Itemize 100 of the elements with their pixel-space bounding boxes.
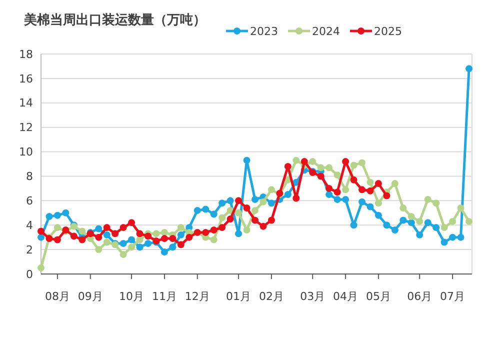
point <box>358 186 366 194</box>
point <box>466 65 472 72</box>
point <box>449 218 456 225</box>
x-tick-label: 01月 <box>226 290 252 303</box>
y-tick-label: 10 <box>19 146 33 159</box>
point <box>144 240 152 247</box>
point <box>342 186 350 194</box>
point <box>169 244 176 251</box>
point <box>54 236 61 244</box>
legend-label: 2024 <box>312 24 340 38</box>
point <box>235 209 242 216</box>
point <box>218 200 226 207</box>
y-tick-label: 4 <box>26 218 33 232</box>
point <box>424 196 432 203</box>
point <box>128 244 136 251</box>
point <box>38 234 44 241</box>
point <box>440 224 448 232</box>
point <box>136 230 144 238</box>
point <box>210 236 218 244</box>
point <box>78 228 86 235</box>
point <box>342 158 350 166</box>
point <box>350 162 358 169</box>
point <box>408 213 415 220</box>
point <box>268 216 275 224</box>
point <box>186 234 193 241</box>
point <box>334 196 341 203</box>
point <box>169 235 176 242</box>
point <box>268 200 275 207</box>
x-tick-label: 02月 <box>258 290 284 303</box>
point <box>38 264 44 272</box>
point <box>317 172 324 180</box>
x-tick-label: 10月 <box>119 290 144 303</box>
point <box>95 246 102 254</box>
y-tick-label: 14 <box>19 96 33 110</box>
point <box>432 200 440 207</box>
legend-label: 2025 <box>374 24 402 38</box>
point <box>400 204 407 212</box>
point <box>95 234 102 241</box>
point <box>252 216 258 224</box>
y-tick-label: 6 <box>26 194 33 208</box>
point <box>202 228 210 236</box>
point <box>160 248 168 256</box>
chart-title: 美棉当周出口装运数量（万吨） <box>23 12 206 28</box>
x-tick-label: 12月 <box>184 290 210 303</box>
point <box>177 224 184 232</box>
point <box>152 230 160 238</box>
point <box>260 222 267 230</box>
y-tick-label: 0 <box>26 268 33 281</box>
point <box>202 206 210 213</box>
point <box>358 159 366 166</box>
point <box>284 162 292 170</box>
point <box>243 226 250 234</box>
point <box>226 197 234 204</box>
point <box>383 192 390 200</box>
point <box>235 197 242 204</box>
point <box>226 216 234 222</box>
point <box>177 241 184 248</box>
point <box>128 236 136 244</box>
point <box>342 196 350 203</box>
point <box>128 219 136 226</box>
point <box>432 224 440 232</box>
point <box>292 156 300 164</box>
legend-label: 2023 <box>250 24 278 38</box>
y-tick-label: 8 <box>26 170 33 184</box>
x-tick-label: 03月 <box>300 290 326 303</box>
point <box>194 206 201 214</box>
point <box>457 204 464 212</box>
point <box>260 198 267 206</box>
point <box>400 216 407 224</box>
point <box>466 218 472 225</box>
point <box>160 235 168 242</box>
point <box>326 191 333 198</box>
point <box>350 222 358 229</box>
point <box>350 176 358 184</box>
point <box>416 218 424 225</box>
point <box>78 236 86 244</box>
point <box>408 219 415 226</box>
y-tick-label: 2 <box>26 243 33 256</box>
x-tick-label: 11月 <box>152 290 177 303</box>
point <box>177 231 184 238</box>
x-tick-label: 06月 <box>407 290 432 303</box>
point <box>374 180 382 188</box>
point <box>210 210 218 218</box>
point <box>218 224 226 232</box>
point <box>334 172 341 178</box>
point <box>334 188 341 196</box>
point <box>160 228 168 236</box>
point <box>136 236 144 244</box>
point <box>317 164 324 172</box>
point <box>243 204 250 212</box>
x-tick-label: 09月 <box>78 290 103 303</box>
point <box>284 191 292 198</box>
point <box>112 230 119 238</box>
point <box>120 250 127 258</box>
point <box>440 238 448 246</box>
point <box>103 231 110 238</box>
point <box>62 209 70 216</box>
x-tick-label: 05月 <box>366 290 391 303</box>
point <box>136 244 144 251</box>
point <box>374 212 382 219</box>
